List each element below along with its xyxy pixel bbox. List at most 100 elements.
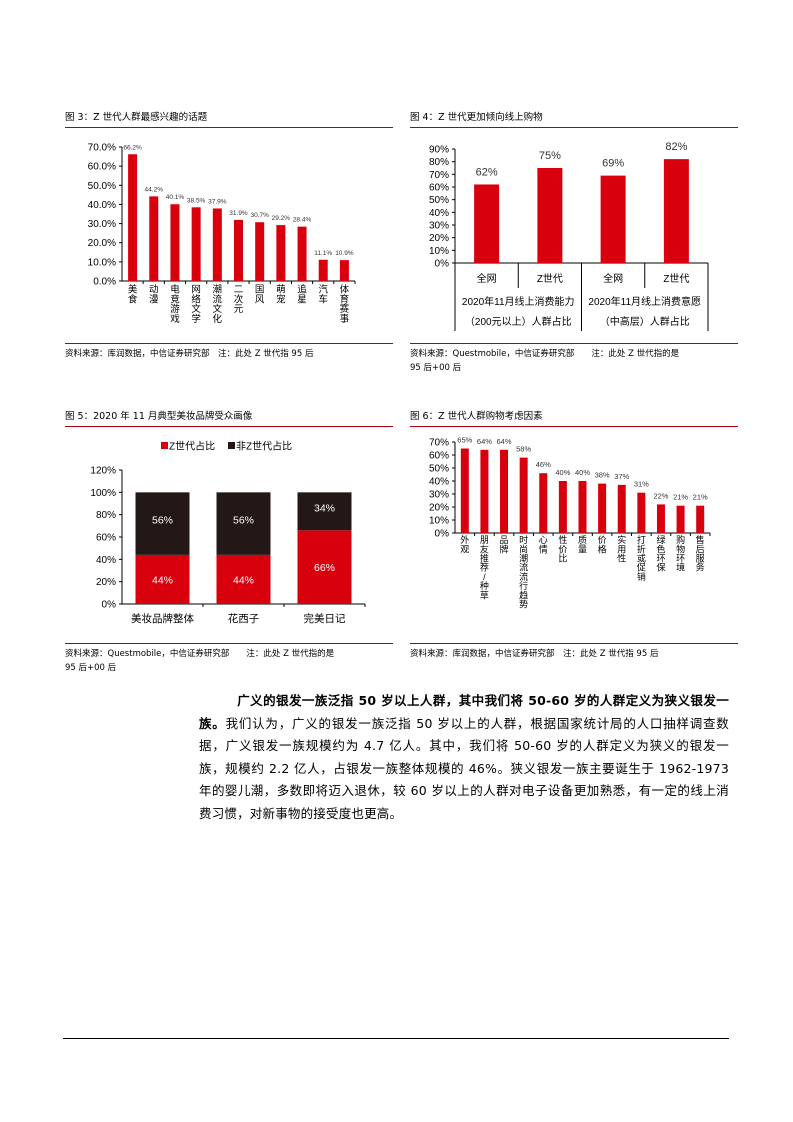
- x-group-label: 2020年11月线上消费意愿: [588, 295, 701, 308]
- svg-text:34%: 34%: [314, 502, 335, 514]
- svg-text:40%: 40%: [555, 468, 570, 477]
- bar: [474, 184, 500, 263]
- x-category-label: 朋: [480, 535, 489, 545]
- figure-4-source-line1: 资料来源：Questmobile，中信证券研究部 注：此处 Z 世代指的是: [410, 349, 680, 359]
- svg-text:28.4%: 28.4%: [293, 217, 312, 224]
- y-tick-label: 80%: [429, 157, 449, 168]
- bar: [637, 492, 646, 533]
- bar: [617, 484, 626, 533]
- y-tick-label: 10%: [429, 516, 449, 527]
- bar: [656, 504, 665, 533]
- bar: [600, 175, 626, 263]
- svg-text:31%: 31%: [634, 480, 649, 489]
- x-category-label: 流: [213, 293, 223, 305]
- svg-text:21%: 21%: [673, 493, 688, 502]
- stacked-bar-segment: [297, 530, 352, 604]
- x-category-label: 趋: [519, 589, 528, 600]
- bar: [537, 168, 563, 263]
- bar: [318, 259, 328, 281]
- svg-text:66%: 66%: [314, 562, 335, 574]
- svg-text:29.2%: 29.2%: [272, 215, 291, 222]
- x-category-label: 风: [255, 294, 265, 305]
- bar: [234, 219, 243, 281]
- bar: [128, 154, 138, 281]
- x-category-label: 性: [617, 553, 626, 564]
- y-tick-label: 60%: [429, 451, 449, 462]
- figure-4-source: 资料来源：Questmobile，中信证券研究部 注：此处 Z 世代指的是 95…: [410, 343, 738, 375]
- x-category-label: 环: [656, 554, 665, 564]
- bar: [663, 159, 689, 263]
- x-category-label: 学: [191, 313, 201, 325]
- y-tick-label: 60%: [429, 183, 449, 194]
- x-category-label: 质: [578, 534, 587, 545]
- svg-text:37.9%: 37.9%: [208, 198, 227, 205]
- svg-text:69%: 69%: [602, 158, 624, 170]
- svg-text:38.5%: 38.5%: [187, 197, 206, 204]
- x-category-label: 价: [558, 544, 567, 554]
- figure-5-source-line2: 95 后+00 后: [65, 663, 117, 673]
- svg-text:46%: 46%: [536, 460, 551, 469]
- svg-text:44%: 44%: [233, 574, 254, 586]
- x-category-label: 牌: [500, 543, 509, 554]
- x-category-label: 汽: [318, 284, 328, 296]
- x-category-label: 环: [676, 554, 685, 564]
- x-category-label: 荐: [480, 563, 489, 573]
- x-group-label: （中高层）人群占比: [600, 315, 690, 328]
- x-category-label: 车: [318, 293, 328, 305]
- x-category-label: 育: [340, 293, 350, 305]
- x-category-label: 外: [460, 534, 469, 545]
- svg-text:22%: 22%: [653, 491, 668, 500]
- x-category-label: 后: [696, 544, 705, 554]
- svg-text:10.9%: 10.9%: [335, 250, 354, 257]
- y-tick-label: 0%: [435, 259, 450, 270]
- y-tick-label: 30%: [429, 490, 449, 501]
- figure-3-title: 图 3：Z 世代人群最感兴趣的话题: [65, 111, 393, 128]
- x-category-label: 体: [340, 284, 350, 296]
- x-category-label: 行: [519, 580, 528, 591]
- y-tick-label: 0%: [102, 600, 117, 611]
- x-category-label: 化: [213, 313, 223, 325]
- bar: [676, 505, 685, 533]
- bar: [460, 448, 469, 533]
- svg-text:40%: 40%: [575, 468, 590, 477]
- bar: [480, 449, 489, 533]
- x-group-label: 2020年11月线上消费能力: [462, 295, 575, 308]
- svg-text:62%: 62%: [476, 166, 498, 178]
- bar: [170, 204, 180, 281]
- x-category-label: 折: [637, 543, 646, 554]
- y-tick-label: 50.0%: [88, 181, 116, 192]
- x-category-label: 购: [676, 534, 685, 545]
- svg-text:64%: 64%: [497, 437, 512, 446]
- x-category-label: 花西子: [228, 612, 260, 625]
- x-category-label: 文: [191, 303, 201, 315]
- x-category-label: 绿: [656, 534, 665, 545]
- bar: [276, 225, 286, 281]
- figure-6-source: 资料来源：库润数据，中信证券研究部 注：此处 Z 世代指 95 后: [410, 643, 738, 661]
- x-category-label: 流: [519, 562, 528, 573]
- bar: [149, 196, 159, 281]
- figure-4: 图 4：Z 世代更加倾向线上购物 0% 10% 20% 30% 40% 50% 60% 70%…: [410, 111, 738, 381]
- y-tick-label: 20%: [96, 577, 116, 588]
- y-tick-label: 30.0%: [88, 219, 116, 230]
- x-category-label: 追: [297, 284, 307, 296]
- svg-text:44.2%: 44.2%: [145, 186, 164, 193]
- svg-text:31.9%: 31.9%: [229, 210, 248, 217]
- x-category-label: 国: [255, 285, 265, 296]
- x-category-label: 推: [480, 553, 489, 564]
- figure-5-stacked-bar-chart: Z世代占比 非Z世代占比 0% 20% 40% 60% 80% 100% 120% 44% 56% 美…: [90, 440, 366, 625]
- x-category-label: 物: [676, 543, 685, 554]
- x-category-label: 宠: [276, 293, 286, 305]
- svg-text:82%: 82%: [665, 141, 687, 153]
- bar: [212, 208, 222, 281]
- x-category-label: 销: [637, 571, 646, 582]
- x-category-label: 全网: [603, 272, 623, 285]
- bar: [558, 481, 567, 533]
- figure-6: 图 6：Z 世代人群购物考虑因素 0% 10% 20% 30% 40% 50% 60% 70%…: [410, 410, 738, 670]
- x-category-label: 比: [558, 553, 567, 564]
- x-category-label: 潮: [519, 553, 528, 564]
- x-category-label: 品: [500, 535, 509, 545]
- x-category-label: 戏: [170, 313, 180, 325]
- bar: [696, 505, 705, 533]
- x-category-label: /: [483, 572, 486, 582]
